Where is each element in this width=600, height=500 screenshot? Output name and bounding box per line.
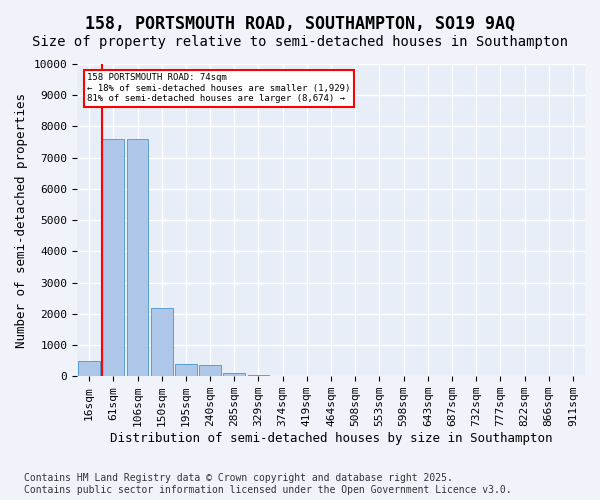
Text: Size of property relative to semi-detached houses in Southampton: Size of property relative to semi-detach…: [32, 35, 568, 49]
Text: 158, PORTSMOUTH ROAD, SOUTHAMPTON, SO19 9AQ: 158, PORTSMOUTH ROAD, SOUTHAMPTON, SO19 …: [85, 15, 515, 33]
Bar: [175, 364, 197, 376]
Bar: [103, 139, 124, 376]
Bar: [78, 360, 100, 376]
Bar: [151, 308, 173, 376]
Text: 158 PORTSMOUTH ROAD: 74sqm
← 18% of semi-detached houses are smaller (1,929)
81%: 158 PORTSMOUTH ROAD: 74sqm ← 18% of semi…: [87, 74, 350, 103]
X-axis label: Distribution of semi-detached houses by size in Southampton: Distribution of semi-detached houses by …: [110, 432, 552, 445]
Bar: [127, 139, 148, 376]
Bar: [248, 374, 269, 376]
Bar: [223, 373, 245, 376]
Y-axis label: Number of semi-detached properties: Number of semi-detached properties: [15, 92, 28, 348]
Bar: [199, 366, 221, 376]
Text: Contains HM Land Registry data © Crown copyright and database right 2025.
Contai: Contains HM Land Registry data © Crown c…: [24, 474, 512, 495]
